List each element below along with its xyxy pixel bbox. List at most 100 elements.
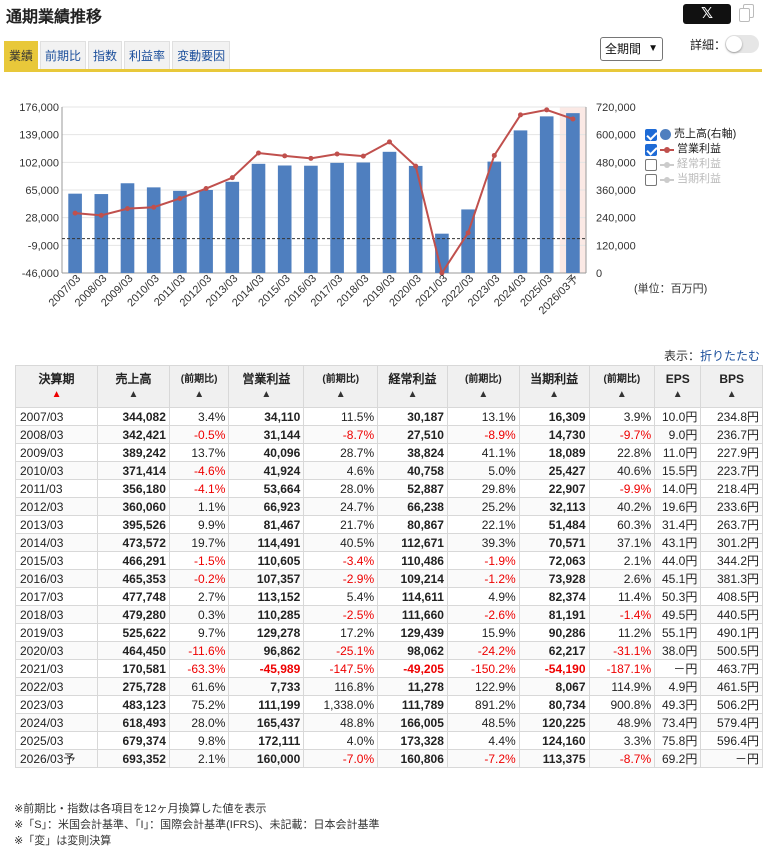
table-cell: 3.9% bbox=[588, 407, 656, 426]
table-cell: -0.2% bbox=[168, 569, 230, 588]
table-cell: 37.1% bbox=[588, 533, 656, 552]
collapse-link[interactable]: 折りたたむ bbox=[699, 349, 760, 363]
tab-underline bbox=[4, 69, 762, 72]
column-header[interactable]: (前期比) ▲ bbox=[588, 365, 656, 408]
table-cell: 8,067 bbox=[518, 677, 590, 696]
table-cell: 114.9% bbox=[588, 677, 656, 696]
line-point bbox=[72, 210, 78, 216]
table-cell: 116.8% bbox=[303, 677, 379, 696]
sort-arrow-icon[interactable]: ▲ bbox=[51, 388, 62, 400]
table-cell: 500.5円 bbox=[700, 641, 763, 660]
table-cell: 218.4円 bbox=[700, 479, 763, 498]
tab-0[interactable]: 業績 bbox=[4, 41, 39, 69]
table-cell: 9.9% bbox=[168, 515, 230, 534]
table-cell: 66,238 bbox=[377, 497, 448, 516]
table-cell: 72,063 bbox=[518, 551, 590, 570]
table-cell: 342,421 bbox=[97, 425, 170, 444]
column-header[interactable]: 経常利益 ▲ bbox=[377, 365, 448, 408]
table-cell: 160,806 bbox=[377, 749, 448, 768]
sort-arrow-icon[interactable]: ▲ bbox=[726, 388, 737, 400]
left-tick-label: 28,000 bbox=[25, 213, 59, 225]
sort-arrow-icon[interactable]: ▲ bbox=[335, 388, 346, 400]
bar bbox=[146, 187, 161, 273]
column-header[interactable]: 売上高 ▲ bbox=[97, 365, 170, 408]
table-cell: 39.3% bbox=[446, 533, 520, 552]
right-tick-label: 120,000 bbox=[596, 240, 636, 252]
legend-checkbox[interactable] bbox=[645, 173, 657, 186]
table-cell: -49,205 bbox=[377, 659, 448, 678]
table-cell: 466,291 bbox=[97, 551, 170, 570]
table-cell: -25.1% bbox=[303, 641, 379, 660]
table-cell: 344,082 bbox=[97, 407, 170, 426]
tab-2[interactable]: 指数 bbox=[88, 41, 123, 69]
legend-checkbox[interactable] bbox=[645, 158, 657, 171]
sort-arrow-icon[interactable]: ▲ bbox=[194, 388, 205, 400]
table-cell: 2022/03 bbox=[14, 677, 99, 696]
performance-table: 決算期 ▲ 売上高 ▲ (前期比) ▲ 営業利益 ▲ (前期比) ▲ 経常利益 ▲ (前期比) ▲ 当期利益… bbox=[14, 365, 763, 768]
legend-item[interactable]: 当期利益 bbox=[645, 172, 736, 187]
column-header[interactable]: 営業利益 ▲ bbox=[228, 365, 305, 408]
tab-4[interactable]: 変動要因 bbox=[172, 41, 231, 69]
legend-label: 当期利益 bbox=[677, 173, 721, 185]
table-cell: 41,924 bbox=[228, 461, 305, 480]
column-header[interactable]: BPS ▲ bbox=[700, 365, 763, 408]
detail-toggle[interactable] bbox=[725, 35, 759, 53]
legend-item[interactable]: 経常利益 bbox=[645, 157, 736, 172]
table-cell: 48.8% bbox=[303, 713, 379, 732]
table-cell: 38,824 bbox=[377, 443, 448, 462]
column-header[interactable]: EPS ▲ bbox=[654, 365, 702, 408]
sort-arrow-icon[interactable]: ▲ bbox=[672, 388, 683, 400]
bar bbox=[251, 163, 266, 273]
table-cell: 7,733 bbox=[228, 677, 305, 696]
table-cell: 2018/03 bbox=[14, 605, 99, 624]
table-cell: 2011/03 bbox=[14, 479, 99, 498]
table-row: 2021/03 170,581 -63.3% -45,989 -147.5% -49,20… bbox=[14, 659, 763, 678]
table-cell: 477,748 bbox=[97, 587, 170, 606]
sort-arrow-icon[interactable]: ▲ bbox=[407, 388, 418, 400]
column-header[interactable]: 決算期 ▲ bbox=[14, 365, 99, 408]
table-cell: 301.2円 bbox=[700, 533, 763, 552]
table-cell: 3.4% bbox=[168, 407, 230, 426]
table-cell: 356,180 bbox=[97, 479, 170, 498]
table-cell: 2021/03 bbox=[14, 659, 99, 678]
table-cell: -147.5% bbox=[303, 659, 379, 678]
tab-3[interactable]: 利益率 bbox=[124, 41, 171, 69]
legend-item[interactable]: 売上高(右軸) bbox=[645, 127, 736, 142]
right-tick-label: 480,000 bbox=[596, 157, 636, 169]
tab-1[interactable]: 前期比 bbox=[40, 41, 87, 69]
sort-arrow-icon[interactable]: ▲ bbox=[478, 388, 489, 400]
table-cell: 344.2円 bbox=[700, 551, 763, 570]
table-cell: -4.1% bbox=[168, 479, 230, 498]
legend-checkbox[interactable] bbox=[645, 143, 657, 156]
left-tick-label: -9,000 bbox=[28, 240, 59, 252]
sort-arrow-icon[interactable]: ▲ bbox=[261, 388, 272, 400]
sort-arrow-icon[interactable]: ▲ bbox=[549, 388, 560, 400]
table-cell: 525,622 bbox=[97, 623, 170, 642]
legend-checkbox[interactable] bbox=[645, 128, 657, 141]
column-header[interactable]: (前期比) ▲ bbox=[446, 365, 520, 408]
table-cell: 44.0円 bbox=[654, 551, 702, 570]
table-cell: 114,491 bbox=[228, 533, 305, 552]
table-cell: －円 bbox=[700, 749, 763, 768]
chart-legend: 売上高(右軸) 営業利益経常利益 当期利益 bbox=[645, 127, 736, 187]
sort-arrow-icon[interactable]: ▲ bbox=[616, 388, 627, 400]
table-row: 2016/03 465,353 -0.2% 107,357 -2.9% 109,214 -1… bbox=[14, 569, 763, 588]
x-share-button[interactable]: 𝕏 bbox=[683, 4, 731, 24]
table-cell: -1.4% bbox=[588, 605, 656, 624]
column-header[interactable]: (前期比) ▲ bbox=[303, 365, 379, 408]
right-tick-label: 360,000 bbox=[596, 185, 636, 197]
legend-label: 営業利益 bbox=[677, 143, 721, 155]
table-cell: -9.9% bbox=[588, 479, 656, 498]
period-select[interactable]: 全期間 ▼ bbox=[600, 37, 663, 61]
table-cell: 227.9円 bbox=[700, 443, 763, 462]
sort-arrow-icon[interactable]: ▲ bbox=[128, 388, 139, 400]
bar bbox=[120, 183, 135, 273]
column-header-label: 決算期 bbox=[38, 371, 75, 386]
column-header[interactable]: (前期比) ▲ bbox=[168, 365, 230, 408]
legend-item[interactable]: 営業利益 bbox=[645, 142, 736, 157]
table-cell: 69.2円 bbox=[654, 749, 702, 768]
column-header[interactable]: 当期利益 ▲ bbox=[518, 365, 590, 408]
toggle-knob bbox=[726, 36, 742, 52]
copy-icon[interactable] bbox=[739, 4, 755, 24]
table-cell: 2012/03 bbox=[14, 497, 99, 516]
